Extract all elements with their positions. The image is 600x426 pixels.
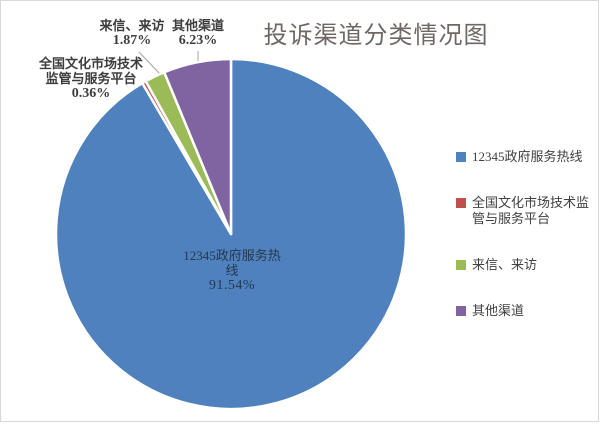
legend-marker-icon (456, 260, 466, 270)
pie-slice-3[interactable] (162, 57, 233, 236)
data-label-other-name: 其他渠道 (171, 18, 224, 33)
legend-marker-icon (456, 198, 466, 208)
legend-item-1[interactable]: 全国文化市场技术监管与服务平台 (456, 195, 596, 227)
data-label-platform-line2: 监管与服务平台 (45, 71, 137, 86)
legend-marker-icon (456, 152, 466, 162)
data-label-hotline-pct: 91.54% (208, 278, 256, 293)
data-label-other-pct: 6.23% (178, 33, 218, 48)
legend-item-3[interactable]: 其他渠道 (456, 303, 596, 319)
legend-label: 其他渠道 (472, 303, 525, 318)
legend-marker-icon (456, 306, 466, 316)
legend-label: 12345政府服务热线 (472, 149, 583, 164)
data-label-hotline-line2: 线 (225, 263, 239, 278)
data-label-letters-name: 来信、来访 (99, 18, 165, 33)
leader-line-letters (138, 51, 161, 75)
legend-item-0[interactable]: 12345政府服务热线 (456, 149, 596, 165)
data-label-hotline[interactable]: 12345政府服务热 线 91.54% (157, 248, 307, 293)
chart-title[interactable]: 投诉渠道分类情况图 (263, 23, 489, 49)
data-label-letters-pct: 1.87% (112, 33, 152, 48)
data-label-letters[interactable]: 来信、来访 1.87% (77, 18, 187, 48)
data-label-platform-line1: 全国文化市场技术 (38, 56, 143, 71)
pie-slices (54, 57, 408, 411)
data-label-other[interactable]: 其他渠道 6.23% (148, 18, 248, 48)
legend-label: 来信、来访 (472, 257, 538, 272)
data-label-hotline-line1: 12345政府服务热 (183, 248, 281, 263)
data-label-platform[interactable]: 全国文化市场技术 监管与服务平台 0.36% (26, 56, 156, 101)
legend-item-2[interactable]: 来信、来访 (456, 257, 596, 273)
legend: 12345政府服务热线全国文化市场技术监管与服务平台来信、来访其他渠道 (456, 149, 596, 319)
legend-label: 全国文化市场技术监管与服务平台 (472, 195, 590, 226)
data-label-platform-pct: 0.36% (71, 86, 111, 101)
